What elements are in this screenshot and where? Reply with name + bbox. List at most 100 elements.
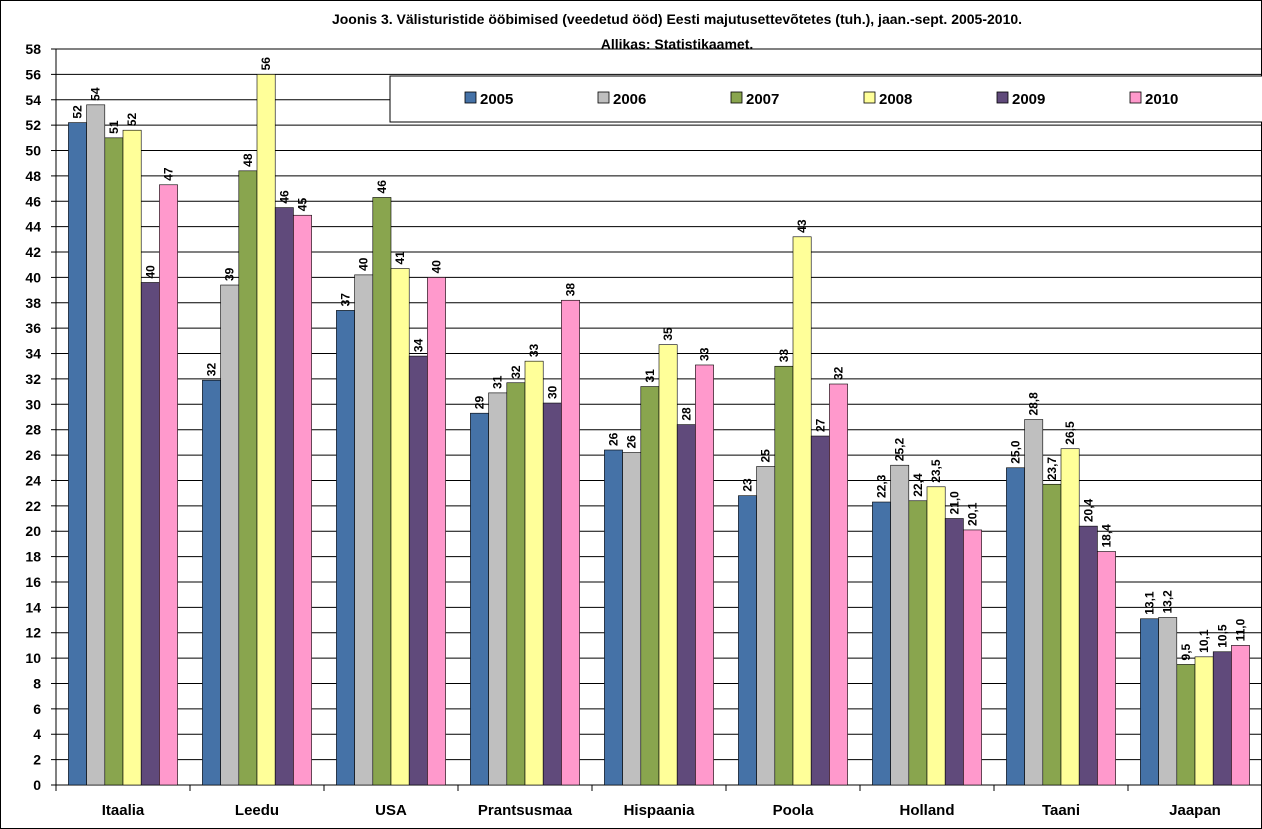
y-tick-label: 18 [25, 549, 41, 565]
bar-2005-Taani [1006, 467, 1025, 786]
y-tick-label: 54 [25, 92, 41, 108]
bar-2006-Itaalia [86, 104, 106, 786]
data-label: 51 [107, 120, 121, 134]
y-tick-label: 20 [25, 523, 41, 539]
x-tick-label: Hispaania [624, 802, 696, 819]
data-label: 18,4 [1100, 524, 1114, 548]
bar-2009-USA [408, 355, 428, 786]
bar-2010-Poola [829, 383, 848, 786]
x-tick-label: Leedu [235, 802, 279, 819]
bar-2007-Taani [1042, 483, 1062, 786]
bar-2009-Holland [944, 518, 964, 786]
data-label: 43 [795, 219, 809, 233]
data-label: 31 [643, 369, 657, 383]
legend-label-2008: 2008 [879, 91, 912, 108]
bar-2008-Poola [792, 236, 812, 786]
x-tick-label: Poola [773, 802, 814, 819]
y-tick-label: 50 [25, 143, 41, 159]
y-tick-label: 6 [33, 701, 41, 717]
legend-swatch-2006 [597, 91, 610, 104]
y-tick-label: 52 [25, 117, 41, 133]
y-tick-label: 38 [25, 295, 41, 311]
bar-2006-Taani [1024, 419, 1044, 786]
data-labels: 52 32 37 29 26 23 22,3 25,0 13,1 54 39 40 31 26 25 25,2… [71, 57, 1248, 661]
y-tick-label: 24 [25, 472, 41, 488]
y-tick-label: 0 [33, 777, 41, 793]
bar-2005-Itaalia [68, 122, 87, 786]
legend-label-2007: 2007 [746, 91, 779, 108]
bar-2005-USA [336, 310, 355, 786]
data-label: 25,2 [893, 438, 907, 462]
bar-2006-Hispaania [622, 452, 642, 786]
bar-2006-Holland [890, 464, 910, 786]
bar-2008-Holland [926, 486, 946, 786]
y-tick-label: 28 [25, 422, 41, 438]
bar-2006-Leedu [220, 284, 240, 786]
data-label: 10,5 [1215, 624, 1229, 648]
y-tick-label: 16 [25, 574, 41, 590]
data-label: 31 [491, 375, 505, 389]
data-label: 25,0 [1009, 440, 1023, 464]
bar-2005-Holland [872, 501, 891, 786]
data-label: 20,4 [1081, 498, 1095, 522]
legend-swatch-2007 [730, 91, 743, 104]
data-label: 13,2 [1161, 590, 1175, 614]
data-label: 54 [89, 87, 103, 101]
bar-2007-Leedu [238, 170, 258, 786]
data-label: 30 [545, 385, 559, 399]
chart-title: Joonis 3. Välisturistide ööbimised (veed… [332, 11, 1022, 27]
y-tick-label: 46 [25, 193, 41, 209]
bar-2009-Leedu [274, 207, 294, 786]
x-tick-label: Itaalia [102, 802, 145, 819]
data-label: 33 [698, 347, 712, 361]
bar-2009-Hispaania [676, 424, 696, 786]
bar-2006-Jaapan [1158, 617, 1178, 786]
y-tick-label: 40 [25, 269, 41, 285]
bar-2009-Taani [1078, 525, 1098, 786]
y-tick-label: 8 [33, 675, 41, 691]
data-label: 46 [375, 180, 389, 194]
bar-2009-Jaapan [1212, 651, 1232, 786]
bar-2008-Hispaania [658, 344, 678, 786]
chart-subtitle: Allikas: Statistikaamet. [601, 36, 754, 52]
y-tick-label: 12 [25, 625, 41, 641]
data-label: 40 [143, 265, 157, 279]
bar-2008-Jaapan [1194, 656, 1214, 786]
bar-2006-Poola [756, 466, 776, 786]
data-label: 48 [241, 153, 255, 167]
y-tick-label: 14 [25, 599, 41, 615]
bar-2010-Jaapan [1231, 645, 1250, 786]
data-label: 46 [277, 190, 291, 204]
legend-box [389, 75, 1262, 123]
data-label: 39 [223, 267, 237, 281]
data-label: 34 [411, 338, 425, 352]
data-label: 21,0 [947, 491, 961, 515]
bar-2007-Hispaania [640, 386, 660, 786]
bar-2005-Jaapan [1140, 618, 1159, 786]
bar-2005-Prantsusmaa [470, 412, 489, 786]
bar-2008-USA [390, 268, 410, 786]
legend-label-2006: 2006 [613, 91, 646, 108]
y-tick-label: 36 [25, 320, 41, 336]
data-label: 9,5 [1179, 643, 1193, 660]
data-label: 26 [607, 432, 621, 446]
legend: 2005 2006 2007 2008 2009 2010 [389, 75, 1262, 123]
x-tick-label: Prantsusmaa [478, 802, 573, 819]
legend-swatch-2008 [863, 91, 876, 104]
data-label: 27 [813, 418, 827, 432]
bar-2008-Leedu [256, 74, 276, 786]
bar-2007-Poola [774, 365, 794, 786]
data-label: 32 [205, 363, 219, 377]
data-label: 52 [71, 105, 85, 119]
bar-2010-USA [427, 277, 446, 786]
data-label: 33 [527, 343, 541, 357]
bar-2008-Taani [1060, 448, 1080, 786]
data-label: 41 [393, 251, 407, 265]
data-label: 22,4 [911, 473, 925, 497]
data-label: 40 [430, 260, 444, 274]
y-tick-label: 32 [25, 371, 41, 387]
data-label: 40 [357, 257, 371, 271]
bar-2010-Holland [963, 529, 982, 786]
